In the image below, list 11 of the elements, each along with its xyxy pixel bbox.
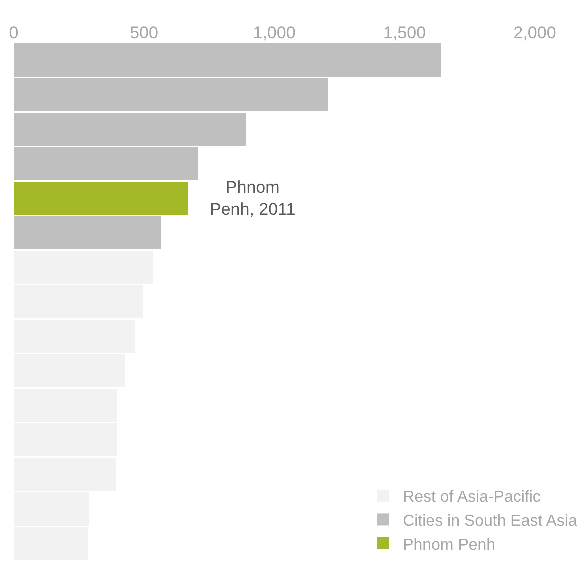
x-tick-label: 1,000 <box>253 24 296 43</box>
x-tick-label: 0 <box>9 24 19 43</box>
x-tick-label: 2,000 <box>514 24 556 43</box>
legend-label: Rest of Asia-Pacific <box>403 489 541 506</box>
x-tick-label: 1,500 <box>383 24 426 43</box>
bar <box>14 216 162 250</box>
legend-label: Cities in South East Asia <box>403 512 578 530</box>
x-tick-label: 500 <box>130 24 158 43</box>
bar <box>14 182 188 215</box>
legend-label: Phnom Penh <box>403 536 496 554</box>
annotation: Phnom Penh, 2011 <box>210 178 296 220</box>
